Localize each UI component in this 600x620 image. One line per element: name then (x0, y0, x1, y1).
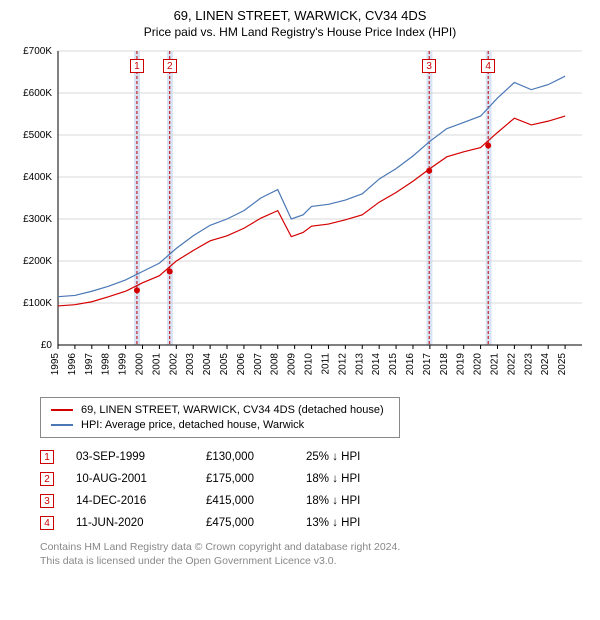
svg-text:2025: 2025 (557, 353, 568, 376)
legend-item: 69, LINEN STREET, WARWICK, CV34 4DS (det… (51, 404, 389, 416)
svg-text:2017: 2017 (422, 353, 433, 376)
page-title: 69, LINEN STREET, WARWICK, CV34 4DS (10, 8, 590, 23)
price-chart: £0 £100K £200K £300K £400K £500K £600K £700K 199… (10, 45, 590, 385)
transaction-delta: 25% ↓ HPI (306, 451, 426, 463)
svg-text:£400K: £400K (23, 172, 52, 183)
transaction-marker: 2 (40, 472, 54, 486)
transaction-delta: 18% ↓ HPI (306, 473, 426, 485)
chart-area: £0 £100K £200K £300K £400K £500K £600K £700K 199… (10, 45, 590, 385)
legend-swatch (51, 424, 73, 426)
svg-text:2013: 2013 (354, 353, 365, 376)
svg-text:2004: 2004 (202, 353, 213, 376)
svg-text:2008: 2008 (270, 353, 281, 376)
svg-text:£700K: £700K (23, 46, 52, 57)
svg-text:2000: 2000 (135, 353, 146, 376)
transaction-row: 1 03-SEP-1999£130,00025% ↓ HPI (40, 446, 580, 468)
transaction-price: £415,000 (206, 495, 306, 507)
svg-text:2009: 2009 (287, 353, 298, 376)
svg-text:2018: 2018 (439, 353, 450, 376)
svg-text:1996: 1996 (67, 353, 78, 376)
svg-text:2020: 2020 (473, 353, 484, 376)
svg-text:2022: 2022 (506, 353, 517, 376)
svg-text:£600K: £600K (23, 88, 52, 99)
chart-marker-label: 1 (130, 59, 144, 73)
svg-text:2001: 2001 (151, 353, 162, 376)
svg-text:2002: 2002 (168, 353, 179, 376)
transaction-marker: 1 (40, 450, 54, 464)
transaction-marker: 4 (40, 516, 54, 530)
transactions-table: 1 03-SEP-1999£130,00025% ↓ HPI 2 10-AUG-200… (40, 446, 580, 534)
svg-text:1999: 1999 (118, 353, 129, 376)
transaction-row: 2 10-AUG-2001£175,00018% ↓ HPI (40, 468, 580, 490)
transaction-row: 4 11-JUN-2020£475,00013% ↓ HPI (40, 512, 580, 534)
svg-text:2014: 2014 (371, 353, 382, 376)
footer-line: This data is licensed under the Open Gov… (40, 554, 590, 568)
svg-text:2024: 2024 (540, 353, 551, 376)
legend-item: HPI: Average price, detached house, Warw… (51, 419, 389, 431)
legend-label: HPI: Average price, detached house, Warw… (81, 419, 304, 431)
transaction-row: 3 14-DEC-2016£415,00018% ↓ HPI (40, 490, 580, 512)
svg-text:£100K: £100K (23, 298, 52, 309)
transaction-price: £175,000 (206, 473, 306, 485)
footer-line: Contains HM Land Registry data © Crown c… (40, 540, 590, 554)
svg-text:1998: 1998 (101, 353, 112, 376)
svg-text:£200K: £200K (23, 256, 52, 267)
transaction-delta: 18% ↓ HPI (306, 495, 426, 507)
svg-text:£0: £0 (41, 340, 53, 351)
svg-text:2010: 2010 (304, 353, 315, 376)
transaction-price: £475,000 (206, 517, 306, 529)
transaction-price: £130,000 (206, 451, 306, 463)
svg-text:2007: 2007 (253, 353, 264, 376)
footer: Contains HM Land Registry data © Crown c… (40, 540, 590, 568)
svg-text:2021: 2021 (489, 353, 500, 376)
svg-text:1995: 1995 (50, 353, 61, 376)
svg-text:1997: 1997 (84, 353, 95, 376)
svg-text:2006: 2006 (236, 353, 247, 376)
legend-swatch (51, 409, 73, 411)
transaction-delta: 13% ↓ HPI (306, 517, 426, 529)
transaction-date: 11-JUN-2020 (76, 517, 206, 529)
page: 69, LINEN STREET, WARWICK, CV34 4DS Pric… (0, 0, 600, 568)
svg-text:2003: 2003 (185, 353, 196, 376)
svg-text:£300K: £300K (23, 214, 52, 225)
legend: 69, LINEN STREET, WARWICK, CV34 4DS (det… (40, 397, 400, 438)
legend-label: 69, LINEN STREET, WARWICK, CV34 4DS (det… (81, 404, 384, 416)
svg-text:2005: 2005 (219, 353, 230, 376)
chart-marker-label: 3 (422, 59, 436, 73)
page-subtitle: Price paid vs. HM Land Registry's House … (10, 25, 590, 39)
transaction-date: 14-DEC-2016 (76, 495, 206, 507)
chart-marker-label: 2 (163, 59, 177, 73)
svg-text:2015: 2015 (388, 353, 399, 376)
transaction-date: 10-AUG-2001 (76, 473, 206, 485)
svg-text:£500K: £500K (23, 130, 52, 141)
transaction-date: 03-SEP-1999 (76, 451, 206, 463)
svg-text:2011: 2011 (320, 353, 331, 375)
transaction-marker: 3 (40, 494, 54, 508)
svg-text:2019: 2019 (456, 353, 467, 376)
svg-text:2023: 2023 (523, 353, 534, 376)
svg-text:2012: 2012 (337, 353, 348, 376)
svg-text:2016: 2016 (405, 353, 416, 376)
chart-marker-label: 4 (481, 59, 495, 73)
titles: 69, LINEN STREET, WARWICK, CV34 4DS Pric… (0, 0, 600, 45)
